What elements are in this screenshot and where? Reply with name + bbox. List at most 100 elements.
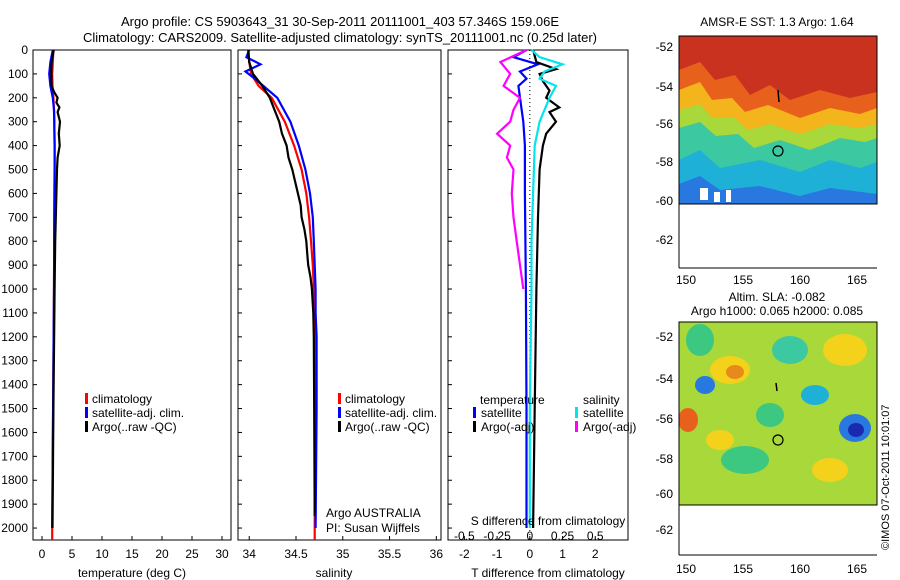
depth-tick-label: 300 xyxy=(8,115,28,129)
s-diff-tick-label: -0.5 xyxy=(454,529,475,543)
series-line-temperature-argo-adj- xyxy=(532,49,562,529)
sla-field xyxy=(679,322,877,505)
x-tick-label: 25 xyxy=(185,547,199,561)
x-tick-label: -1 xyxy=(492,547,503,561)
salinity-xticks: 34 34.5 35 35.5 36 xyxy=(243,536,444,561)
credit-line2: PI: Susan Wijffels xyxy=(326,521,420,535)
x-tick-label: -2 xyxy=(459,547,470,561)
series-line-satellite-adj-clim- xyxy=(243,49,318,529)
salinity-legend: climatology satellite-adj. clim. Argo(..… xyxy=(338,392,437,434)
x-tick-label: 35 xyxy=(336,547,350,561)
svg-text:160: 160 xyxy=(790,273,810,287)
sla-float-marker xyxy=(772,434,784,446)
legend-swatch-climatology xyxy=(85,393,88,404)
difference-lines xyxy=(495,49,566,529)
series-line-climatology xyxy=(247,49,316,540)
depth-tick-label: 1200 xyxy=(1,330,28,344)
legend3-swatch-sal-sat xyxy=(575,407,578,418)
salinity-frame xyxy=(237,49,442,541)
depth-tick-label: 1500 xyxy=(1,402,28,416)
legend-swatch-satellite xyxy=(85,407,88,418)
depth-tick-label: 1100 xyxy=(2,306,28,320)
legend2-swatch-satellite xyxy=(338,407,341,418)
x-tick-label: 36 xyxy=(430,547,444,561)
legend3-temp-head: temperature xyxy=(480,393,545,407)
svg-text:-56: -56 xyxy=(656,412,674,426)
x-tick-label: 2 xyxy=(592,547,599,561)
depth-tick-label: 900 xyxy=(8,258,28,272)
legend-label-satellite: satellite-adj. clim. xyxy=(92,406,184,420)
depth-tick-label: 2000 xyxy=(1,521,28,535)
figure-subtitle: Climatology: CARS2009. Satellite-adjuste… xyxy=(83,30,597,45)
depth-tick-label: 1800 xyxy=(1,473,28,487)
depth-tick-label: 1300 xyxy=(1,354,28,368)
legend-label-climatology: climatology xyxy=(92,392,152,406)
svg-text:150: 150 xyxy=(676,273,696,287)
legend2-swatch-climatology xyxy=(338,393,341,404)
svg-text:-60: -60 xyxy=(656,194,674,208)
svg-text:150: 150 xyxy=(676,562,696,576)
x-tick-label: 20 xyxy=(155,547,169,561)
difference-panel: -2 -1 0 1 2 S difference from climatology -0… xyxy=(447,49,636,580)
legend2-label-argo: Argo(..raw -QC) xyxy=(345,420,430,434)
legend2-label-satellite: satellite-adj. clim. xyxy=(345,406,437,420)
legend3-swatch-sal-argo xyxy=(575,421,578,432)
svg-text:-54: -54 xyxy=(656,372,674,386)
sst-field xyxy=(679,36,877,204)
svg-text:-62: -62 xyxy=(656,523,674,537)
legend3-label-temp-argo: Argo(-adj) xyxy=(481,420,534,434)
x-tick-label: 0 xyxy=(39,547,46,561)
svg-text:165: 165 xyxy=(847,562,867,576)
t-diff-xlabel: T difference from climatology xyxy=(471,566,625,580)
x-tick-label: 34 xyxy=(243,547,257,561)
s-diff-tick-label: 0.25 xyxy=(551,529,575,543)
sst-map-frame xyxy=(678,35,878,205)
salinity-lines xyxy=(243,49,318,540)
x-tick-label: 35.5 xyxy=(378,547,402,561)
svg-text:155: 155 xyxy=(733,562,753,576)
temperature-panel: 0 5 10 15 20 25 30 temperature (deg C) climato… xyxy=(32,49,232,580)
sla-map-frame xyxy=(678,321,878,506)
x-tick-label: 1 xyxy=(559,547,566,561)
depth-tick-label: 1600 xyxy=(1,425,28,439)
x-tick-label: 34.5 xyxy=(284,547,308,561)
credit-line1: Argo AUSTRALIA xyxy=(326,506,421,520)
svg-text:160: 160 xyxy=(790,562,810,576)
depth-tick-label: 0 xyxy=(21,43,28,57)
sst-map-title: AMSR-E SST: 1.3 Argo: 1.64 xyxy=(700,15,854,29)
depth-tick-label: 100 xyxy=(8,67,28,81)
svg-text:-58: -58 xyxy=(656,155,674,169)
s-diff-tick-label: 0 xyxy=(526,529,533,543)
legend3-swatch-temp-sat xyxy=(473,407,476,418)
figure-title: Argo profile: CS 5903643_31 30-Sep-2011 … xyxy=(121,14,559,29)
series-line-salinity-satellite xyxy=(528,49,566,528)
legend2-swatch-argo xyxy=(338,421,341,432)
depth-tick-label: 600 xyxy=(8,186,28,200)
sla-map: Altim. SLA: -0.082 Argo h1000: 0.065 h20… xyxy=(656,290,892,576)
sla-map-subtitle: Argo h1000: 0.065 h2000: 0.085 xyxy=(691,304,863,318)
sst-float-track xyxy=(777,89,780,103)
x-tick-label: 30 xyxy=(215,547,229,561)
legend-label-argo: Argo(..raw -QC) xyxy=(92,420,177,434)
svg-text:-56: -56 xyxy=(656,117,674,131)
legend3-label-sal-argo: Argo(-adj) xyxy=(583,420,636,434)
temperature-lines xyxy=(48,49,62,540)
sst-map-yticks: -52 -54 -56 -58 -60 -62 xyxy=(656,40,674,247)
depth-tick-label: 800 xyxy=(8,234,28,248)
difference-frame xyxy=(447,49,629,541)
salinity-panel: 34 34.5 35 35.5 36 salinity climatology sate… xyxy=(237,49,444,580)
legend3-label-sal-sat: satellite xyxy=(583,406,624,420)
sst-map: AMSR-E SST: 1.3 Argo: 1.64 -52 -54 -56 -… xyxy=(656,15,878,287)
sla-map-xticks: 150 155 160 165 xyxy=(676,562,867,576)
depth-tick-label: 500 xyxy=(8,163,28,177)
series-line-argo-raw-qc- xyxy=(247,49,316,517)
legend3-swatch-temp-argo xyxy=(473,421,476,432)
sla-map-yticks: -52 -54 -56 -58 -60 -62 xyxy=(656,330,674,537)
svg-text:155: 155 xyxy=(733,273,753,287)
svg-text:-62: -62 xyxy=(656,233,674,247)
depth-axis: 0 100 200 300 400 500 600 700 800 900 1000 1100 1200… xyxy=(1,43,452,535)
svg-text:-52: -52 xyxy=(656,330,674,344)
svg-text:-54: -54 xyxy=(656,80,674,94)
x-tick-label: 15 xyxy=(125,547,139,561)
